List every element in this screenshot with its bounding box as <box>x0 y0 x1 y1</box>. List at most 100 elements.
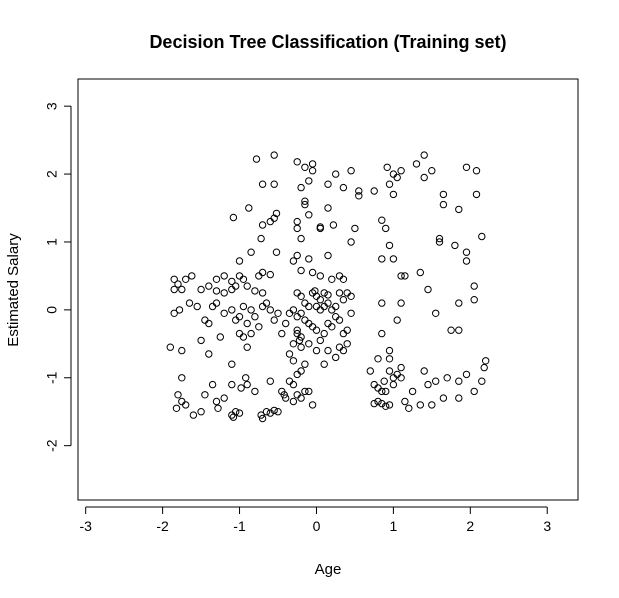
data-point <box>347 292 355 300</box>
data-point <box>297 234 305 243</box>
data-point <box>382 402 390 410</box>
data-point <box>397 374 405 382</box>
data-point <box>382 224 390 233</box>
y-tick-label: 0 <box>44 306 60 314</box>
data-point <box>335 343 344 351</box>
data-point <box>320 289 328 297</box>
data-point <box>316 272 324 280</box>
data-point <box>470 387 478 396</box>
data-point <box>197 408 205 416</box>
data-point <box>220 394 228 402</box>
data-point <box>324 180 332 188</box>
data-point <box>355 192 363 200</box>
data-point <box>289 257 298 265</box>
data-point <box>258 221 267 229</box>
data-point <box>462 257 471 265</box>
data-point <box>424 380 432 389</box>
data-point <box>332 313 340 321</box>
data-point <box>239 275 248 283</box>
data-point <box>205 350 213 358</box>
data-point <box>370 399 378 408</box>
data-point <box>316 223 324 231</box>
data-point <box>228 380 236 389</box>
data-point <box>278 329 286 338</box>
data-point <box>285 350 294 358</box>
data-point <box>197 336 205 345</box>
data-point <box>435 234 444 243</box>
data-point <box>235 329 244 338</box>
data-point <box>380 377 388 385</box>
data-point <box>428 167 436 175</box>
data-point <box>462 248 471 256</box>
data-point <box>385 355 394 363</box>
data-point <box>205 282 213 290</box>
data-point <box>462 370 471 379</box>
data-point <box>374 397 382 406</box>
data-point <box>397 272 405 280</box>
data-point <box>297 394 305 402</box>
data-point <box>305 177 313 185</box>
data-point <box>228 360 236 368</box>
data-point <box>301 360 309 368</box>
data-point <box>374 384 382 392</box>
data-point <box>172 404 181 412</box>
x-tick-label: -2 <box>156 518 169 534</box>
data-point <box>339 346 348 355</box>
data-point <box>280 391 288 399</box>
data-point <box>472 190 481 199</box>
data-point <box>378 329 386 338</box>
data-point <box>270 151 278 159</box>
data-point <box>389 255 398 263</box>
data-point <box>480 363 488 372</box>
data-point <box>258 289 267 297</box>
data-point <box>266 377 274 385</box>
y-tick-label: 2 <box>44 170 60 178</box>
data-point <box>201 316 209 324</box>
data-point <box>289 397 298 406</box>
x-tick-label: 3 <box>543 518 551 534</box>
data-point <box>293 326 301 334</box>
data-point <box>382 387 390 396</box>
data-point <box>385 180 394 188</box>
data-point <box>408 387 417 396</box>
data-point <box>385 401 394 409</box>
data-point <box>228 306 236 314</box>
data-point <box>389 190 398 199</box>
data-point <box>270 180 278 188</box>
data-point <box>462 163 471 172</box>
data-point <box>378 299 386 307</box>
data-point <box>324 346 332 355</box>
data-point <box>339 296 348 304</box>
data-point <box>324 204 332 212</box>
data-point <box>182 401 190 409</box>
data-point <box>257 234 265 243</box>
data-point <box>328 306 336 314</box>
data-point <box>297 183 305 192</box>
data-point <box>216 333 225 341</box>
data-point <box>228 285 236 294</box>
data-point <box>432 377 440 385</box>
data-point <box>220 309 228 317</box>
data-point <box>435 238 444 246</box>
data-point <box>293 251 301 260</box>
data-point <box>385 346 394 355</box>
data-point <box>439 190 448 199</box>
data-point <box>412 160 421 168</box>
data-point <box>270 316 278 324</box>
data-point <box>235 257 244 265</box>
data-point <box>312 346 321 355</box>
data-point <box>328 275 336 283</box>
data-point <box>324 251 332 260</box>
data-point <box>416 401 424 409</box>
data-point <box>455 299 463 307</box>
data-point <box>305 340 313 348</box>
data-point <box>201 391 209 399</box>
data-point <box>428 401 436 409</box>
data-point <box>370 380 378 389</box>
data-point <box>316 296 324 304</box>
data-point <box>339 275 348 283</box>
data-point <box>251 313 259 321</box>
data-point <box>174 280 182 288</box>
x-tick-label: 0 <box>313 518 321 534</box>
